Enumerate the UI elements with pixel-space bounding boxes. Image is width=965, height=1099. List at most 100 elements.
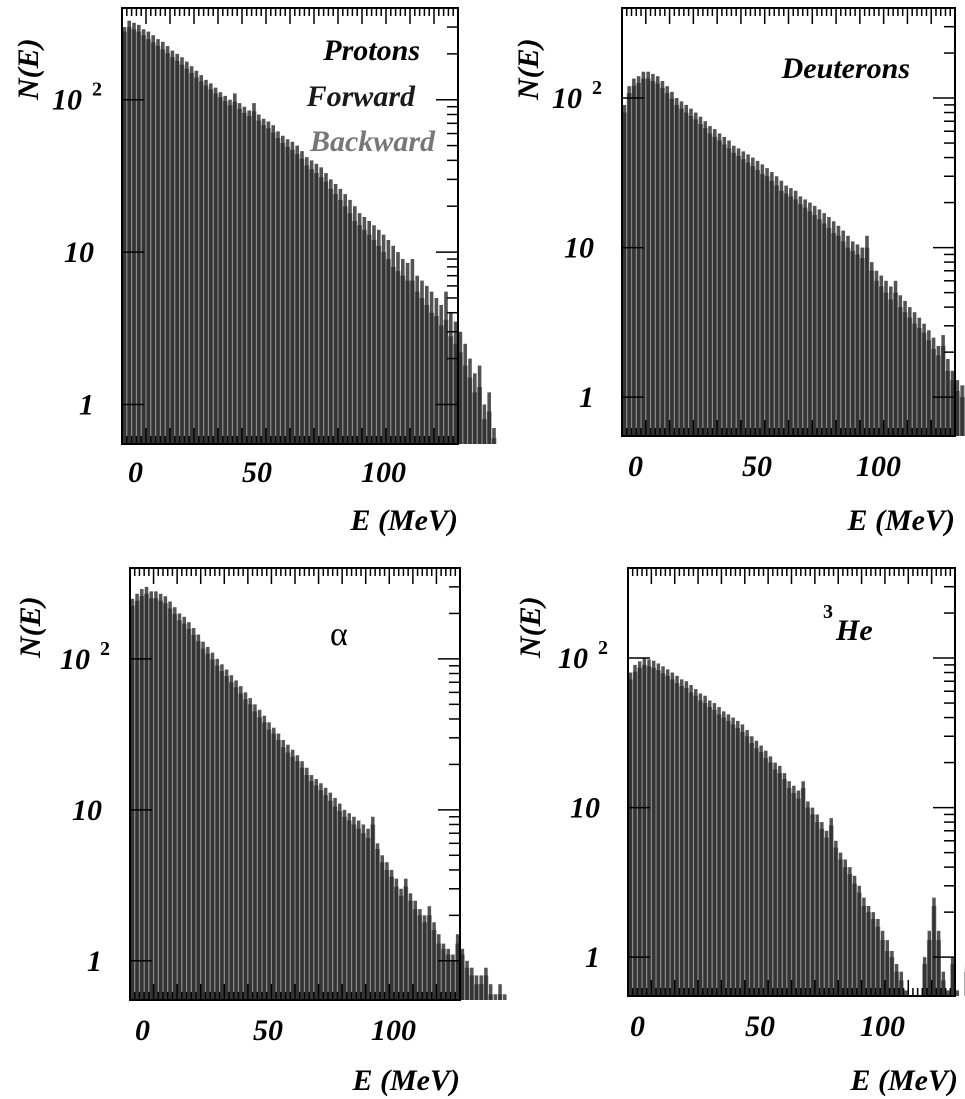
panel-alpha-bar-forward-48 [356,820,361,1000]
panel-deuterons-bar-forward-21 [722,136,727,436]
panel-alpha-bar-forward-32 [281,740,285,1000]
panel-deuterons-bar-forward-18 [708,126,712,436]
panel-protons-bar-forward-74 [477,365,482,444]
panel-helium3-ylabel: N(E) [514,596,547,659]
panel-alpha-xlabel: E (MeV) [352,1064,461,1097]
panel-helium3-bar-forward-53 [876,918,880,996]
panel-deuterons-xtick-label-50: 50 [742,450,772,483]
panel-deuterons-bar-forward-36 [793,190,798,436]
panel-deuterons-bar-forward-60 [908,307,912,436]
panel-deuterons-ytick-label-1: 1 [579,381,594,414]
panel-alpha-bar-forward-73 [474,975,479,1000]
panel-protons-bar-forward-42 [324,173,328,444]
panel-alpha-xtick-label-100: 100 [371,1014,416,1047]
panel-deuterons-bar-forward-6 [651,73,655,436]
panel-alpha-bar-forward-63 [427,906,432,1000]
panel-alpha-bar-forward-27 [257,709,262,1000]
panel-protons-bar-forward-34 [285,139,290,445]
panel-protons-bar-forward-48 [353,206,357,444]
panel-helium3-label: 3 He [823,601,873,647]
panel-deuterons-xlabel: E (MeV) [847,504,956,537]
panel-helium3-bar-forward-69 [950,957,955,996]
panel-deuterons-bar-forward-10 [670,91,674,436]
panel-deuterons-bar-forward-48 [850,241,855,436]
panel-deuterons-ylabel: N(E) [512,38,545,101]
panel-alpha-bar-forward-50 [366,828,370,1000]
panel-deuterons-bar-forward-52 [869,262,874,436]
panel-deuterons-bar-forward-35 [789,188,793,436]
panel-protons-legend-backward: Backward [309,125,436,158]
panel-alpha-ytick-label-10: 10 [72,794,102,827]
panel-alpha-bar-forward-70 [460,948,465,1000]
panel-helium3-bar-forward-35 [792,785,796,996]
panel-alpha-bar-forward-19 [220,664,224,1000]
panel-protons-bar-forward-66 [439,304,443,444]
panel-deuterons-bar-forward-62 [917,317,922,436]
panel-protons-bar-forward-20 [218,92,223,444]
panel-protons-bar-forward-16 [199,75,203,444]
panel-helium3-ytick-label-exponent: 2 [598,637,608,659]
panel-helium3-bar-forward-23 [736,720,740,996]
panel-helium3-bar-forward-25 [745,730,749,996]
panel-deuterons-bar-forward-61 [912,312,917,436]
panel-helium3-bar-forward-51 [866,905,871,996]
panel-protons-bar-forward-53 [377,229,381,444]
panel-helium3-bar-forward-19 [717,707,721,996]
panel-alpha-bar-forward-55 [389,869,394,1000]
panel-helium3-bar-forward-31 [773,762,777,996]
panel-alpha-bar-forward-60 [413,900,417,1000]
panel-alpha-bar-forward-46 [347,813,351,1000]
panel-alpha-ytick-label-100: 10 [60,643,90,676]
panel-deuterons-bar-forward-31 [770,172,774,436]
panel-helium3-bar-forward-8 [665,669,670,996]
panel-helium3-bar-forward-54 [880,930,885,996]
panel-deuterons-bar-forward-39 [808,202,812,436]
panel-helium3-bar-forward-20 [722,711,726,996]
panel-protons-bar-forward-24 [237,103,242,445]
panel-alpha-bar-forward-3 [144,586,149,1000]
panel-protons-bar-forward-9 [165,46,170,444]
panel-deuterons-bar-forward-47 [846,235,850,436]
panel-protons-bar-forward-47 [348,199,352,444]
panel-protons-bar-forward-69 [453,321,458,444]
panel-alpha-xtick-label-0: 0 [135,1014,150,1047]
panel-helium3-label-mass: 3 [823,601,833,623]
panel-alpha-bar-forward-37 [305,767,309,1000]
panel-alpha-bar-forward-7 [163,596,168,1000]
panel-protons-bar-forward-51 [367,220,371,444]
panel-helium3-bar-forward-70 [955,990,960,996]
panel-protons-bar-forward-62 [420,280,424,444]
panel-helium3-bar-forward-42 [824,830,829,996]
panel-protons-bar-forward-41 [319,167,323,444]
panel-deuterons-bar-forward-20 [717,133,722,436]
panel-protons-bar-forward-29 [261,118,266,444]
panel-helium3-bar-forward-66 [936,930,941,996]
panel-protons-bar-forward-17 [204,79,208,445]
panel-protons-bar-forward-38 [305,157,309,444]
panel-alpha-bar-forward-18 [215,658,219,1000]
panel-deuterons-bar-forward-55 [884,280,888,436]
panel-protons-bar-forward-26 [247,110,251,444]
panel-alpha-bar-forward-53 [380,855,384,1000]
panel-protons-ytick-label-100: 10 [52,84,82,117]
panel-protons-bar-forward-61 [415,275,419,444]
panel-helium3-bar-forward-59 [904,990,908,996]
panel-protons-bar-forward-1 [127,20,131,444]
panel-alpha-bar-forward-16 [206,646,210,1000]
panel-deuterons-bar-forward-63 [922,323,926,436]
panel-protons-ylabel: N(E) [12,38,45,101]
panel-helium3-bar-forward-5 [651,660,656,996]
panel-alpha-bar-forward-58 [404,878,408,1000]
panel-alpha-bar-forward-21 [229,675,234,1000]
panel-deuterons-bar-forward-3 [636,76,641,436]
panel-deuterons-bar-forward-43 [827,217,831,436]
panel-alpha-bar-forward-2 [140,589,144,1000]
panel-helium3-xtick-label-100: 100 [860,1010,905,1043]
panel-alpha-bar-forward-44 [338,803,342,1000]
panel-protons-bar-forward-19 [213,87,218,444]
panel-helium3-bar-forward-18 [712,703,717,996]
panel-deuterons-bar-forward-37 [798,196,803,436]
panel-protons-bar-forward-32 [276,131,280,445]
panel-helium3-bar-forward-49 [857,885,861,996]
